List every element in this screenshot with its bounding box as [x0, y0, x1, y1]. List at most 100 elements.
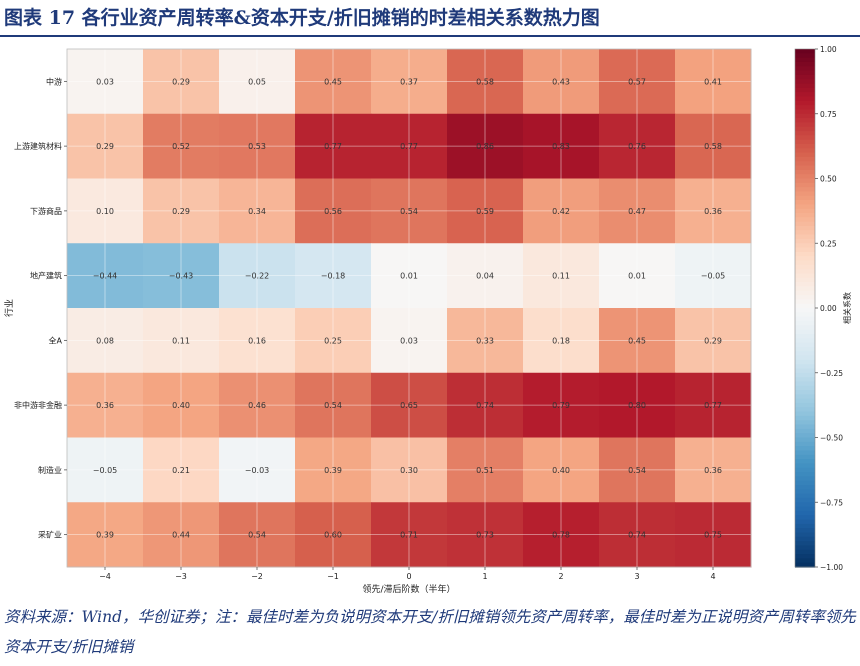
colorbar-tick-label: 0.25	[820, 239, 837, 248]
colorbar-segment	[795, 484, 815, 490]
colorbar-segment	[795, 269, 815, 275]
colorbar-segment	[795, 143, 815, 149]
colorbar-segment	[795, 70, 815, 76]
colorbar-segment	[795, 178, 815, 184]
colorbar-segment	[795, 472, 815, 477]
colorbar-segment	[795, 208, 815, 214]
source-note: 资料来源：Wind，华创证券；注：最佳时差为负说明资本开支/折旧摊销领先资产周转…	[4, 608, 856, 656]
colorbar-segment	[795, 61, 815, 67]
colorbar-segment	[795, 454, 815, 460]
colorbar-segment	[795, 260, 815, 266]
cell-value-label: 0.60	[324, 531, 342, 540]
cell-value-label: 0.30	[400, 466, 418, 475]
cell-value-label: 0.29	[172, 207, 190, 216]
cell-value-label: 0.36	[96, 401, 114, 410]
cell-value-label: 0.46	[248, 401, 266, 410]
colorbar-segment	[795, 424, 815, 430]
colorbar-segment	[795, 497, 815, 503]
colorbar-segment	[795, 385, 815, 391]
colorbar-segment	[795, 247, 815, 253]
colorbar-segment	[795, 256, 815, 262]
colorbar-segment	[795, 554, 815, 559]
cell-value-label: 0.40	[552, 466, 570, 475]
colorbar-segment	[795, 562, 815, 568]
colorbar-segment	[795, 446, 815, 452]
cell-value-label: 0.80	[628, 401, 646, 410]
colorbar-tick-label: 0.00	[820, 304, 837, 313]
colorbar-segment	[795, 428, 815, 434]
colorbar-tick-label: −1.00	[820, 563, 843, 572]
cell-value-label: 0.44	[172, 531, 190, 540]
colorbar-segment	[795, 79, 815, 85]
cell-value-label: −0.44	[93, 272, 118, 281]
colorbar-segment	[795, 295, 815, 300]
cell-value-label: 0.54	[248, 531, 266, 540]
cell-value-label: 0.77	[324, 142, 342, 151]
x-tick-label: 0	[406, 572, 411, 581]
colorbar-tick-label: −0.25	[820, 369, 843, 378]
cell-value-label: 0.43	[552, 77, 570, 86]
y-tick-label: 制造业	[38, 465, 62, 475]
colorbar-tick-label: −0.75	[820, 498, 843, 507]
colorbar-segment	[795, 480, 815, 486]
colorbar-tick-label: 0.75	[820, 110, 837, 119]
cell-value-label: 0.65	[400, 401, 418, 410]
x-tick-label: −4	[99, 572, 111, 581]
cell-value-label: 0.57	[628, 77, 646, 86]
x-tick-label: −3	[175, 572, 187, 581]
colorbar-segment	[795, 161, 815, 167]
cell-value-label: −0.22	[245, 272, 270, 281]
cell-value-label: 0.01	[628, 272, 646, 281]
cell-value-label: 0.56	[324, 207, 342, 216]
x-tick-label: −2	[251, 572, 263, 581]
cell-value-label: 0.01	[400, 272, 418, 281]
cell-value-label: 0.52	[172, 142, 190, 151]
colorbar-segment	[795, 234, 815, 240]
colorbar-segment	[795, 200, 815, 205]
colorbar-segment	[795, 333, 815, 339]
colorbar-segment	[795, 325, 815, 331]
title-rule	[0, 35, 860, 37]
cell-value-label: 0.05	[248, 77, 266, 86]
cell-value-label: 0.18	[552, 336, 570, 345]
colorbar-segment	[795, 338, 815, 344]
cell-value-label: 0.21	[172, 466, 190, 475]
colorbar-segment	[795, 264, 815, 270]
colorbar-segment	[795, 510, 815, 516]
colorbar-segment	[795, 174, 815, 180]
cell-value-label: −0.43	[169, 272, 194, 281]
cell-value-label: 0.03	[400, 336, 418, 345]
cell-value-label: 0.10	[96, 207, 114, 216]
colorbar-segment	[795, 251, 815, 257]
cell-value-label: 0.39	[324, 466, 342, 475]
x-axis-ticks: −4 −3 −2 −1 0 1 2 3 4	[99, 567, 716, 581]
colorbar-segment	[795, 493, 815, 499]
cell-value-label: 0.36	[704, 207, 722, 216]
cell-value-label: −0.18	[321, 272, 346, 281]
x-tick-label: 1	[482, 572, 487, 581]
colorbar-segment	[795, 545, 815, 551]
colorbar-segment	[795, 450, 815, 456]
colorbar-segment	[795, 87, 815, 93]
x-tick-label: 2	[558, 572, 563, 581]
cell-value-label: 0.59	[476, 207, 494, 216]
colorbar-segment	[795, 523, 815, 529]
colorbar-segment	[795, 96, 815, 102]
y-tick-label: 非中游非金融	[14, 400, 62, 410]
cell-value-label: 0.33	[476, 336, 494, 345]
figure-title: 图表 17 各行业资产周转率&资本开支/折旧摊销的时差相关系数热力图	[4, 7, 600, 29]
colorbar-segment	[795, 118, 815, 123]
colorbar-segment	[795, 459, 815, 464]
cell-value-label: 0.25	[324, 336, 342, 345]
colorbar-segment	[795, 407, 815, 413]
cell-value-label: 0.16	[248, 336, 266, 345]
colorbar-segment	[795, 390, 815, 395]
cell-value-label: 0.36	[704, 466, 722, 475]
colorbar-segment	[795, 299, 815, 305]
cell-value-label: 0.37	[400, 77, 418, 86]
colorbar-segment	[795, 53, 815, 59]
colorbar-segment	[795, 359, 815, 365]
colorbar-segment	[795, 549, 815, 555]
colorbar-segment	[795, 187, 815, 193]
